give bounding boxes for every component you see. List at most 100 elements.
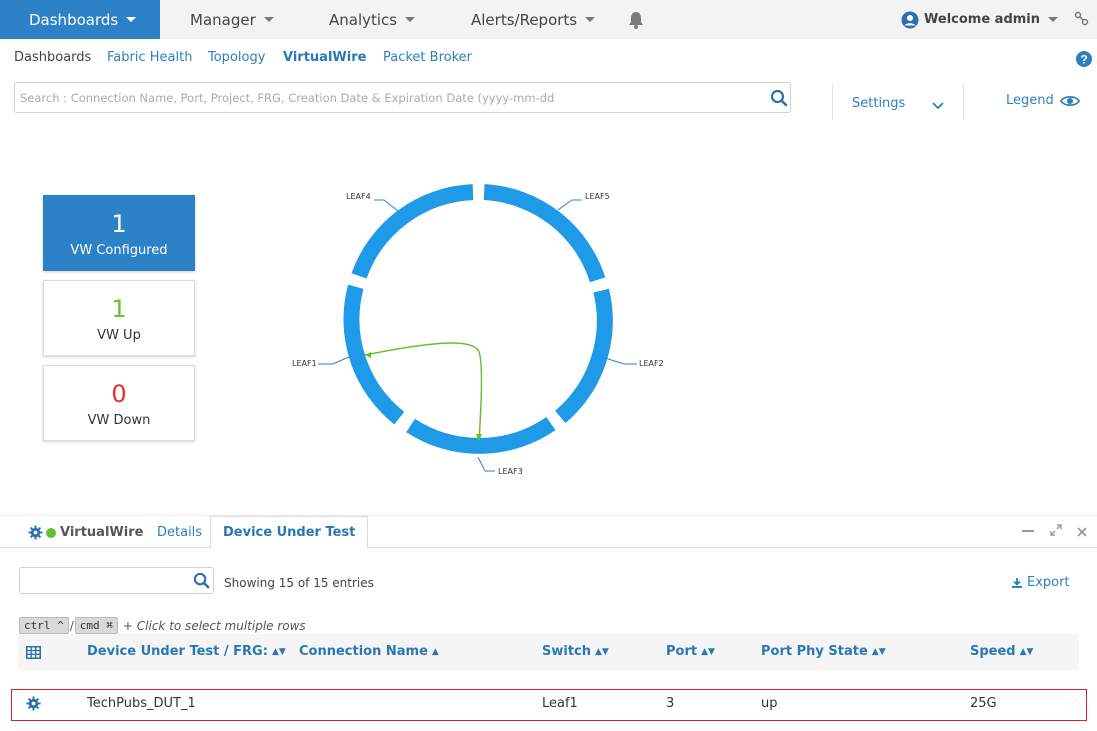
vw-up-count: 1 xyxy=(111,295,127,323)
export-label: Export xyxy=(1027,575,1070,590)
tab-details[interactable]: Details xyxy=(157,516,202,549)
leaf5-label[interactable]: LEAF5 xyxy=(585,192,610,201)
tab-details-label: Details xyxy=(157,525,203,540)
column-header-switch[interactable]: Switch ▲▼ xyxy=(542,644,609,659)
alerts-reports-menu[interactable]: Alerts/Reports xyxy=(471,0,596,39)
alerts-reports-menu-label: Alerts/Reports xyxy=(471,10,578,29)
vw-down-count: 0 xyxy=(111,380,127,408)
minimize-icon[interactable] xyxy=(1022,530,1034,532)
vw-up-card[interactable]: 1 VW Up xyxy=(43,280,195,356)
settings-label: Settings xyxy=(852,96,906,111)
cell-phy-state: up xyxy=(761,696,778,711)
table-columns-icon[interactable] xyxy=(26,644,41,663)
bottom-panel-tabs: VirtualWire Details Device Under Test xyxy=(0,515,1097,549)
table-row[interactable] xyxy=(11,689,1087,721)
close-icon[interactable] xyxy=(1077,522,1087,541)
tab-virtualwire-label: VirtualWire xyxy=(60,525,144,540)
expand-icon[interactable] xyxy=(1050,521,1062,540)
vw-down-label: VW Down xyxy=(87,413,151,428)
manager-menu[interactable]: Manager xyxy=(190,0,274,39)
gear-icon xyxy=(28,525,43,540)
chevron-down-icon xyxy=(126,17,137,22)
entries-count: Showing 15 of 15 entries xyxy=(224,576,374,590)
column-header-speed[interactable]: Speed ▲▼ xyxy=(970,644,1033,659)
tab-device-under-test[interactable]: Device Under Test xyxy=(210,516,369,549)
cell-switch: Leaf1 xyxy=(542,696,578,711)
multi-select-hint: ctrl ^ / cmd ⌘ + Click to select multipl… xyxy=(19,617,306,634)
sort-icon: ▲▼ xyxy=(1019,646,1034,657)
table-search-field xyxy=(19,567,214,594)
leaf2-segment[interactable] xyxy=(554,288,613,424)
leaf2-label[interactable]: LEAF2 xyxy=(639,359,664,368)
column-header-phy-state[interactable]: Port Phy State ▲▼ xyxy=(761,644,886,659)
chevron-down-icon xyxy=(1048,17,1059,22)
leaf3-label[interactable]: LEAF3 xyxy=(498,467,523,476)
divider xyxy=(963,84,964,120)
column-header-dut[interactable]: Device Under Test / FRG: ▲▼ xyxy=(87,644,286,659)
leaf4-label[interactable]: LEAF4 xyxy=(346,192,371,201)
row-gear-icon[interactable] xyxy=(26,696,41,715)
sort-icon: ▲▼ xyxy=(871,646,886,657)
arrow-icon xyxy=(365,352,371,358)
network-settings-icon[interactable] xyxy=(1074,11,1090,31)
search-input[interactable] xyxy=(20,88,760,108)
analytics-menu-label: Analytics xyxy=(329,10,398,29)
leaf5-segment[interactable] xyxy=(483,184,606,283)
analytics-menu[interactable]: Analytics xyxy=(329,0,416,39)
column-header-connection[interactable]: Connection Name ▲ xyxy=(299,644,439,659)
divider xyxy=(832,84,833,120)
vw-down-card[interactable]: 0 VW Down xyxy=(43,365,195,441)
leaf1-label[interactable]: LEAF1 xyxy=(292,359,317,368)
search-icon[interactable] xyxy=(770,89,788,111)
leaf4-segment[interactable] xyxy=(351,184,474,279)
sort-asc-icon: ▲ xyxy=(431,646,439,657)
user-menu[interactable]: Welcome admin xyxy=(901,0,1059,39)
help-icon[interactable]: ? xyxy=(1076,51,1092,71)
cell-speed: 25G xyxy=(970,696,997,711)
virtualwire-connection-line[interactable] xyxy=(364,342,483,441)
topology-ring-diagram: LEAF4 LEAF5 LEAF1 LEAF2 LEAF3 xyxy=(292,184,664,476)
sort-icon: ▲▼ xyxy=(271,646,286,657)
cmd-key: cmd ⌘ xyxy=(74,617,118,634)
top-navbar: Dashboards Manager Analytics Alerts/Repo… xyxy=(0,0,1097,39)
subnav-virtualwire[interactable]: VirtualWire xyxy=(283,50,367,65)
chevron-down-icon xyxy=(585,17,596,22)
sort-icon: ▲▼ xyxy=(701,646,715,657)
table-search-input[interactable] xyxy=(24,572,189,590)
cell-dut: TechPubs_DUT_1 xyxy=(87,696,196,711)
multi-select-text: + Click to select multiple rows xyxy=(122,618,306,633)
subnav-dashboards[interactable]: Dashboards xyxy=(14,50,92,65)
dashboards-menu-label: Dashboards xyxy=(29,10,119,29)
column-header-port-label: Port xyxy=(666,644,698,659)
cell-port: 3 xyxy=(666,696,675,711)
search-icon[interactable] xyxy=(193,572,210,593)
vw-configured-card[interactable]: 1 VW Configured xyxy=(43,195,195,271)
leaf1-segment[interactable] xyxy=(343,284,405,425)
eye-icon[interactable] xyxy=(1059,93,1081,112)
column-header-phy-state-label: Port Phy State xyxy=(761,644,868,659)
subnav-fabric-health[interactable]: Fabric Health xyxy=(107,50,193,65)
svg-text:?: ? xyxy=(1080,53,1087,67)
welcome-label: Welcome admin xyxy=(924,12,1041,27)
table-header xyxy=(18,634,1079,670)
column-header-speed-label: Speed xyxy=(970,644,1016,659)
leaf3-segment[interactable] xyxy=(406,416,556,454)
settings-dropdown[interactable]: Settings xyxy=(852,96,905,111)
subnav-packet-broker[interactable]: Packet Broker xyxy=(383,50,473,65)
legend-label: Legend xyxy=(1006,93,1054,108)
bell-icon[interactable] xyxy=(626,10,646,34)
arrow-icon xyxy=(476,434,482,441)
column-header-port[interactable]: Port ▲▼ xyxy=(666,644,715,659)
tab-dut-label: Device Under Test xyxy=(223,525,356,540)
user-avatar-icon xyxy=(901,11,919,28)
column-header-dut-label: Device Under Test / FRG: xyxy=(87,644,268,659)
column-header-connection-label: Connection Name xyxy=(299,644,428,659)
chevron-down-icon[interactable] xyxy=(932,96,944,115)
vw-configured-label: VW Configured xyxy=(70,243,168,258)
subnav-topology[interactable]: Topology xyxy=(208,50,266,65)
export-button[interactable]: Export xyxy=(1011,575,1070,590)
tab-virtualwire[interactable]: VirtualWire xyxy=(28,516,143,549)
legend-button[interactable]: Legend xyxy=(1006,93,1054,108)
dashboards-menu[interactable]: Dashboards xyxy=(0,0,160,39)
search-bar xyxy=(14,82,791,113)
